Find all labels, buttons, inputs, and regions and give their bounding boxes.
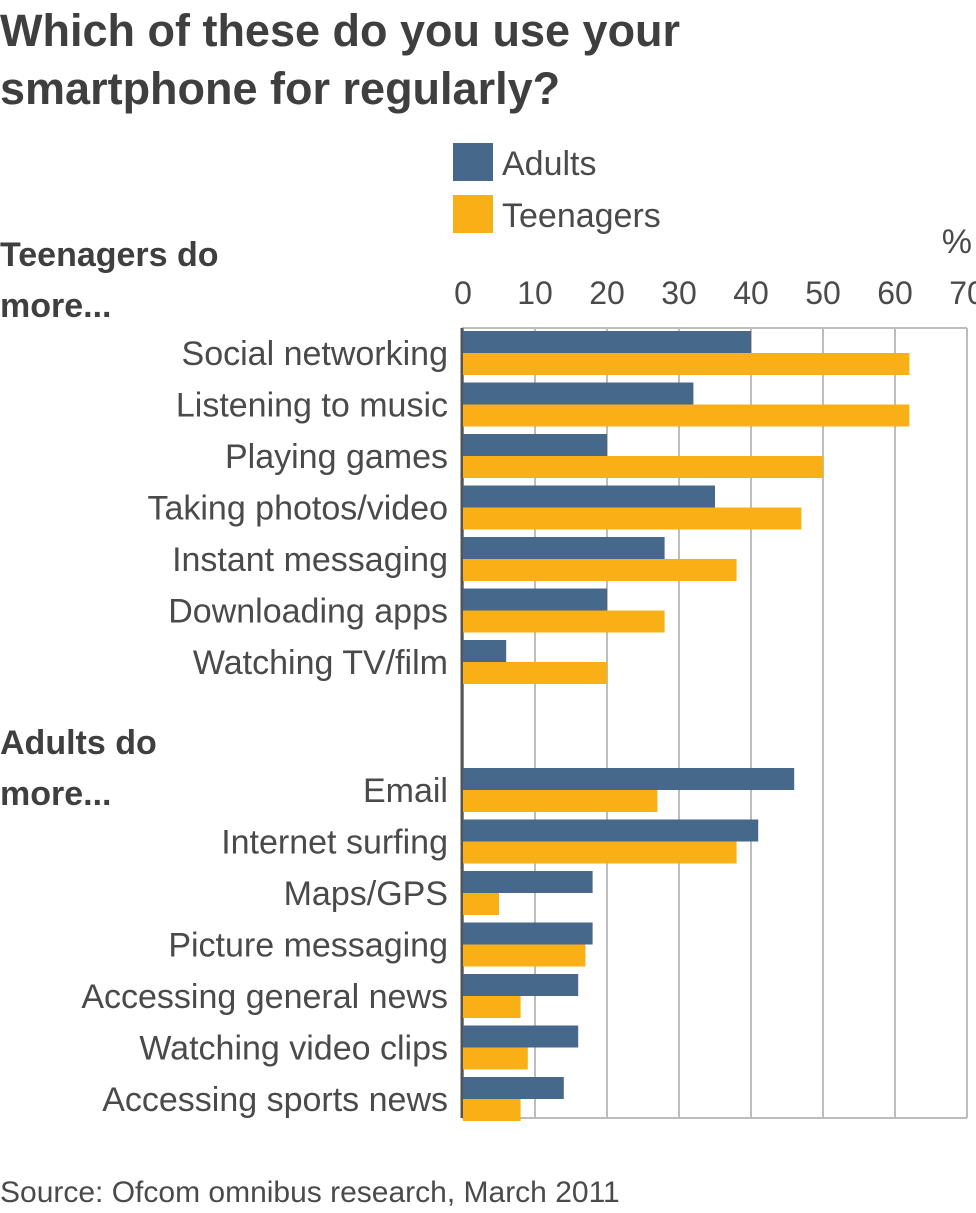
bar-teenagers xyxy=(463,610,665,633)
bar-adults xyxy=(463,819,759,842)
bar-teenagers xyxy=(463,559,737,581)
legend-label-adults: Adults xyxy=(502,145,597,183)
x-tick-label: 70 xyxy=(949,275,976,311)
bar-adults xyxy=(463,331,751,353)
bars xyxy=(463,331,910,1121)
x-tick-label: 50 xyxy=(805,275,841,311)
x-axis-ticks: 0 10 20 30 40 50 60 70 xyxy=(454,275,976,311)
bar-teenagers xyxy=(463,893,499,915)
bar-teenagers xyxy=(463,996,521,1018)
category-label: Social networking xyxy=(182,335,448,373)
category-label: Watching video clips xyxy=(139,1030,448,1068)
category-label: Picture messaging xyxy=(168,927,448,965)
bar-adults xyxy=(463,768,795,790)
chart-title-line-1: Which of these do you use your xyxy=(0,5,680,56)
category-label: Email xyxy=(363,772,448,810)
x-tick-label: 0 xyxy=(454,275,472,311)
bar-teenagers xyxy=(463,662,607,684)
x-tick-label: 10 xyxy=(517,275,553,311)
bar-teenagers xyxy=(463,404,910,427)
category-label: Instant messaging xyxy=(172,541,448,579)
bar-adults xyxy=(463,537,665,559)
bar-adults xyxy=(463,640,507,662)
bar-adults xyxy=(463,1025,579,1048)
category-label: Accessing sports news xyxy=(102,1081,448,1119)
category-label: Taking photos/video xyxy=(147,490,448,528)
x-tick-label: 30 xyxy=(661,275,697,311)
source-note: Source: Ofcom omnibus research, March 20… xyxy=(0,1176,620,1209)
unit-label: % xyxy=(942,223,972,261)
legend-swatch-teenagers xyxy=(453,195,493,233)
bar-teenagers xyxy=(463,507,802,530)
bar-adults xyxy=(463,871,593,893)
bar-teenagers xyxy=(463,353,910,375)
chart-title-line-2: smartphone for regularly? xyxy=(0,63,560,114)
bar-teenagers xyxy=(463,944,586,967)
bar-teenagers xyxy=(463,790,658,812)
x-tick-label: 60 xyxy=(877,275,913,311)
category-label: Maps/GPS xyxy=(284,875,448,913)
bar-adults xyxy=(463,1077,564,1099)
group-label-teenagers-line-1: Teenagers do xyxy=(0,236,219,274)
category-labels: Social networking Listening to music Playi… xyxy=(81,335,448,1119)
legend-swatch-adults xyxy=(453,143,493,181)
group-label-teenagers-line-2: more... xyxy=(0,287,111,325)
group-label-adults-line-2: more... xyxy=(0,775,111,813)
category-label: Accessing general news xyxy=(81,978,448,1016)
category-label: Listening to music xyxy=(176,387,448,425)
bar-teenagers xyxy=(463,456,823,478)
category-label: Watching TV/film xyxy=(193,644,448,682)
bar-teenagers xyxy=(463,1099,521,1121)
x-tick-label: 20 xyxy=(589,275,625,311)
legend-label-teenagers: Teenagers xyxy=(502,197,661,235)
x-tick-label: 40 xyxy=(733,275,769,311)
bar-teenagers xyxy=(463,1047,528,1070)
bar-adults xyxy=(463,974,579,996)
bar-adults xyxy=(463,588,607,611)
bar-adults xyxy=(463,922,593,945)
category-label: Downloading apps xyxy=(168,593,448,631)
legend: Adults Teenagers xyxy=(453,143,661,235)
category-label: Playing games xyxy=(225,438,448,476)
bar-adults xyxy=(463,485,715,508)
bar-teenagers xyxy=(463,841,737,864)
category-label: Internet surfing xyxy=(221,824,448,862)
bar-adults xyxy=(463,382,694,405)
group-label-adults-line-1: Adults do xyxy=(0,724,157,762)
bar-adults xyxy=(463,434,607,456)
